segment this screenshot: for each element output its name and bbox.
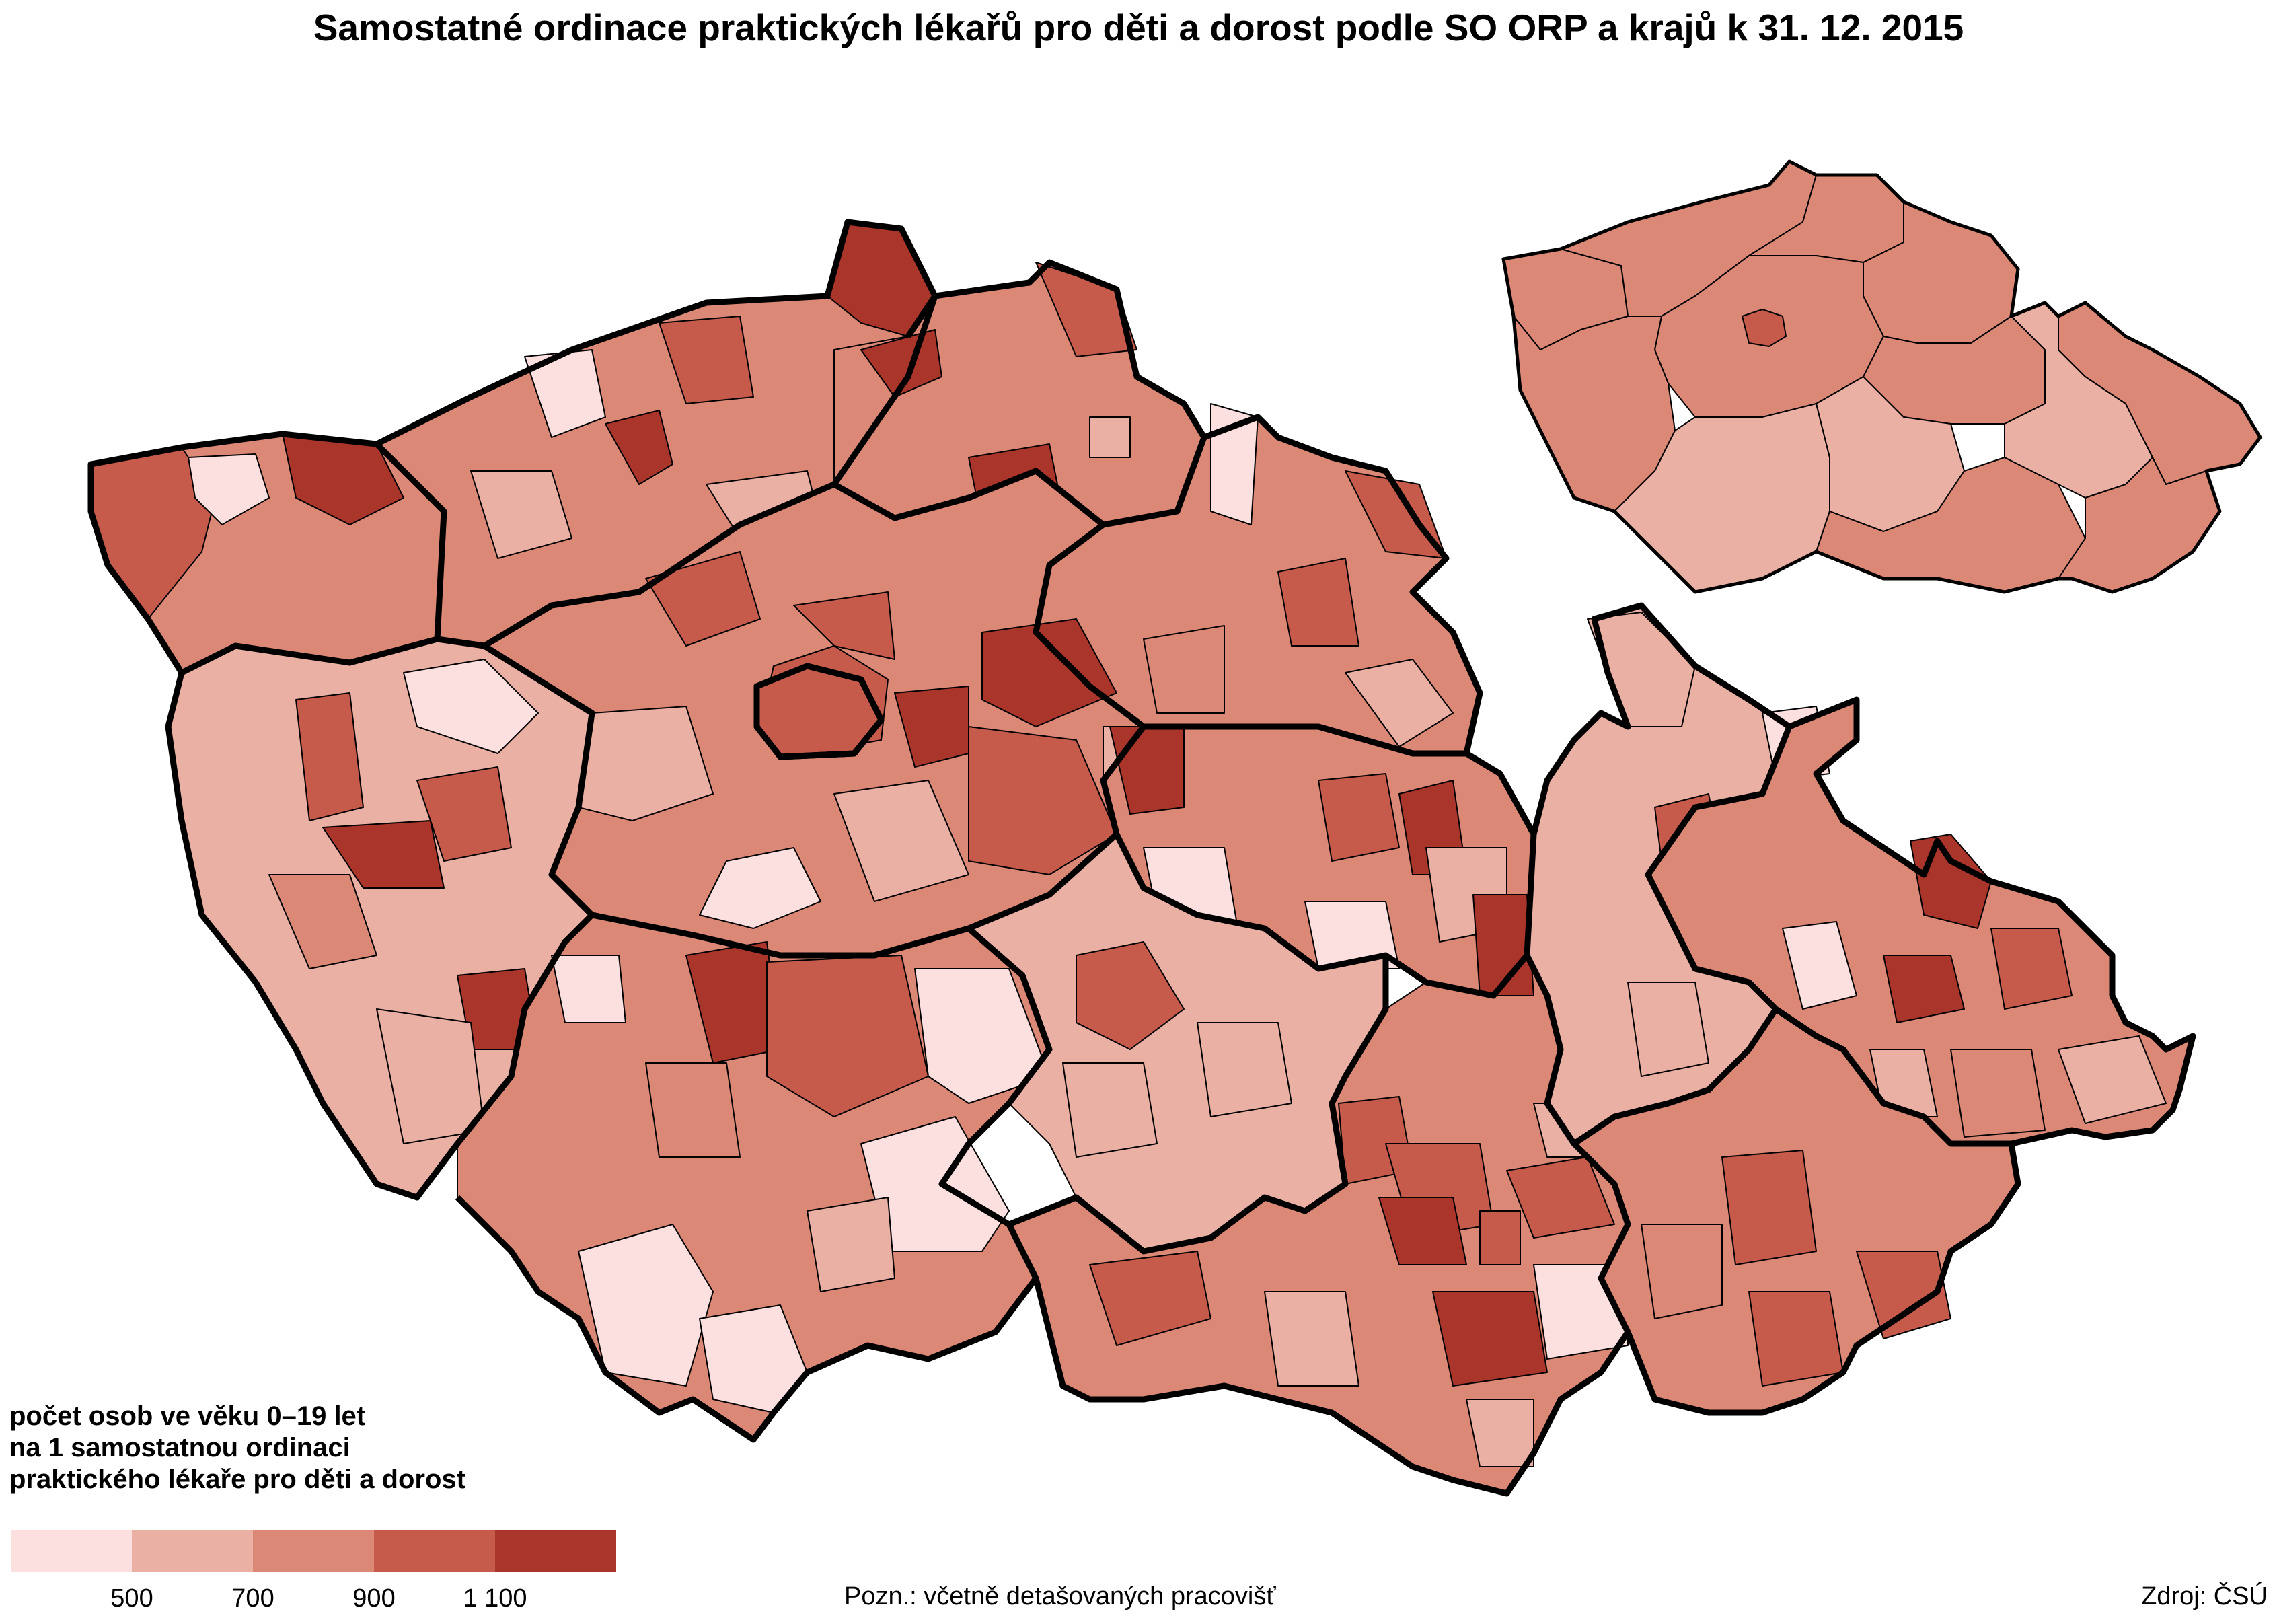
legend-swatch-4 — [374, 1530, 495, 1572]
legend-tick-700: 700 — [231, 1584, 274, 1613]
inset-map — [1501, 159, 2262, 594]
footnote: Pozn.: včetně detašovaných pracovišť — [844, 1582, 1276, 1611]
inset-region-praha — [1742, 309, 1787, 347]
region-karlovarsky — [90, 433, 445, 673]
legend-swatch-1 — [11, 1530, 132, 1572]
legend-color-scale — [11, 1530, 616, 1572]
legend-swatch-5 — [495, 1530, 616, 1572]
region-borders — [87, 219, 2196, 1497]
legend-tick-1100: 1 100 — [463, 1584, 527, 1613]
source-label: Zdroj: ČSÚ — [2141, 1582, 2268, 1611]
legend-tick-500: 500 — [110, 1584, 153, 1613]
legend-title: počet osob ve věku 0–19 let na 1 samosta… — [9, 1401, 615, 1496]
map-title: Samostatné ordinace praktických lékařů p… — [313, 7, 1964, 48]
legend-title-line-3: praktického lékaře pro děti a dorost — [9, 1465, 465, 1494]
legend-swatch-2 — [132, 1530, 253, 1572]
legend-tick-900: 900 — [352, 1584, 396, 1613]
region-plzensky — [167, 638, 593, 1198]
main-map — [87, 219, 2196, 1497]
region-jihocesky — [457, 914, 1050, 1440]
legend-title-line-2: na 1 samostatnou ordinaci — [9, 1433, 350, 1463]
inset-country-border — [1501, 159, 2262, 594]
region-ustecky — [376, 221, 936, 647]
region-vysocina — [968, 834, 1386, 1252]
legend-title-line-1: počet osob ve věku 0–19 let — [9, 1401, 366, 1431]
legend-swatch-3 — [253, 1530, 374, 1572]
